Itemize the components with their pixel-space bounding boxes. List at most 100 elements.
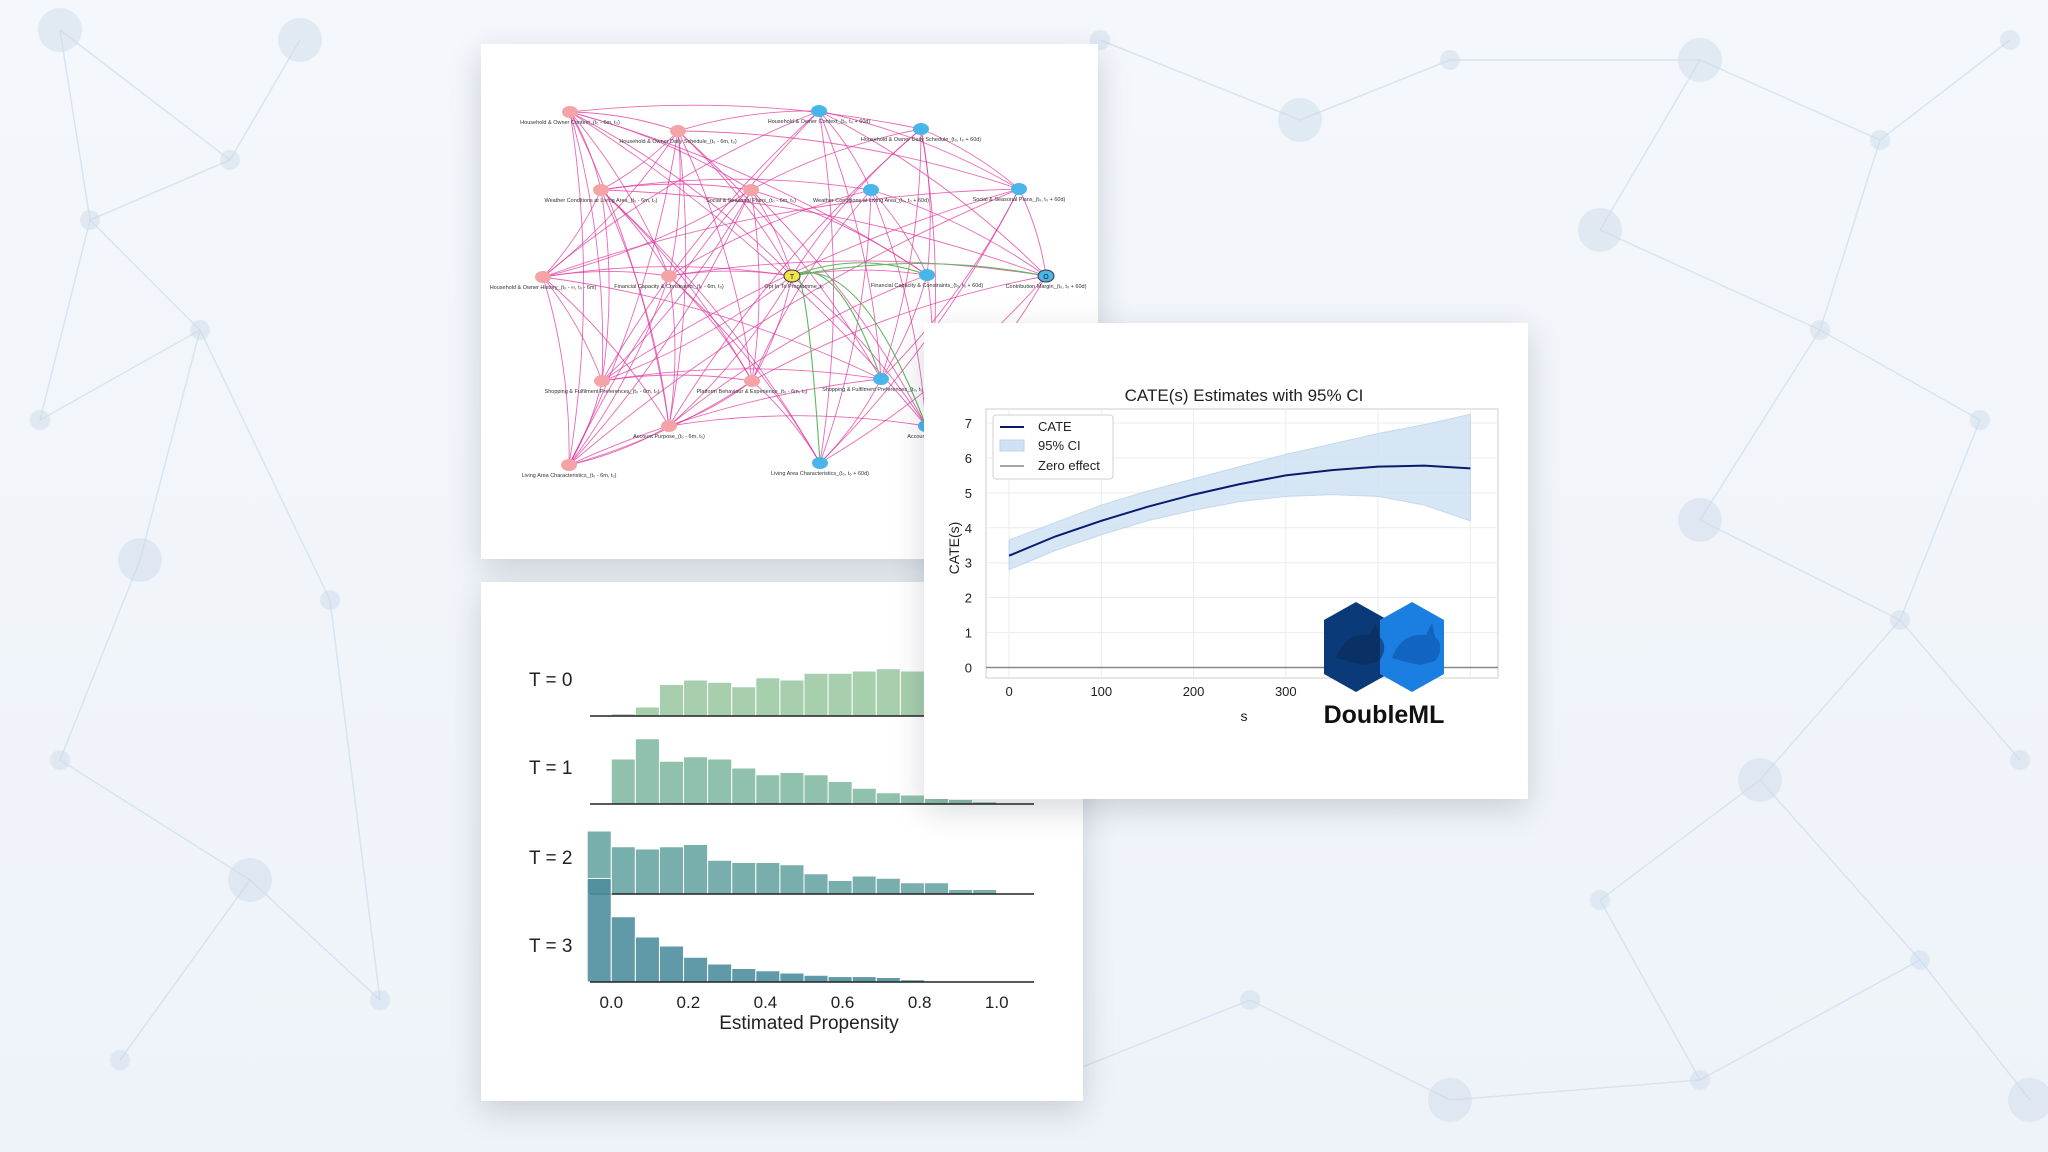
dag-node: Platform Behaviour & Experience_(t₀ - 6m… [697, 375, 808, 395]
dag-edge [677, 130, 882, 380]
hist-bar [634, 936, 660, 983]
hist-bar [779, 679, 805, 717]
network-node [80, 210, 100, 230]
dag-node: Household & Owner History_(t₀ - ∞, t₀ - … [490, 271, 596, 291]
hist-x-tick-label: 0.0 [599, 993, 623, 1012]
dag-node-label: Account Purpose_(t₀ - 6m, t₀) [633, 434, 705, 440]
dag-edge [569, 111, 602, 191]
dag-edge [568, 110, 820, 466]
dag-edge [750, 189, 927, 427]
dag-edge [818, 110, 835, 464]
hist-row-label: T = 2 [529, 848, 572, 869]
dag-edge [818, 110, 1020, 190]
hist-bar [803, 774, 829, 805]
hist-bar [707, 963, 733, 983]
dag-edge [542, 276, 603, 382]
dag-edge [600, 189, 1047, 277]
dag-node: Weather Conditions at Living Area_(t₀ - … [545, 184, 658, 204]
dag-node-label: Shopping & Fulfilment Preferences_(t₀, t… [822, 387, 940, 393]
network-node [30, 410, 50, 430]
dag-node-label: Living Area Characteristics_(t₀ - 6m, t₀… [521, 473, 616, 479]
dag-edge [677, 110, 820, 132]
dag-node-label: Household & Owner Context_(t₀, t₀ + 60d) [768, 119, 871, 125]
hist-bar [827, 672, 853, 717]
dag-node-label: Weather Conditions at Living Area_(t₀, t… [813, 198, 929, 204]
dag-node-label: Opt In To Programme_t₀ [764, 284, 823, 290]
dag-edge [750, 189, 793, 277]
network-node [1590, 890, 1610, 910]
hist-bar [707, 681, 733, 717]
network-node [1240, 990, 1260, 1010]
dag-edge [568, 275, 670, 466]
dag-edge [601, 368, 882, 382]
causal-dag: Household & Owner Context_(t₀ - 6m, t₀) H… [490, 104, 1087, 479]
hist-bar [658, 846, 685, 895]
hist-bar [875, 877, 901, 895]
dag-edge [870, 189, 928, 276]
dag-edge [542, 189, 602, 278]
dag-node: Shopping & Fulfilment Preferences_(t₀ - … [545, 375, 660, 395]
hist-x-tick-label: 0.8 [908, 993, 932, 1012]
y-tick-label: 1 [965, 626, 972, 641]
dag-edge [818, 110, 872, 191]
dag-treatment-edge [791, 272, 821, 464]
dag-node: Shopping & Fulfilment Preferences_(t₀, t… [822, 373, 940, 393]
dag-edge [569, 111, 670, 277]
hist-bar [658, 684, 685, 717]
dag-edge [568, 189, 752, 466]
ci-band [1008, 413, 1471, 571]
dag-edge [677, 130, 793, 277]
dag-node-label: Financial Capacity & Constraints_(t₀, t₀… [871, 283, 983, 289]
dag-edge [568, 380, 603, 466]
cate-title: CATE(s) Estimates with 95% CI [1125, 386, 1364, 405]
hist-bar [707, 859, 733, 895]
dag-edge [569, 111, 679, 132]
hist-row-label: T = 3 [529, 936, 572, 957]
network-node [1678, 498, 1722, 542]
dag-edge [677, 130, 753, 382]
hist-bar [731, 686, 757, 717]
network-node [118, 538, 162, 582]
network-node [1678, 38, 1722, 82]
hist-bar [803, 974, 829, 983]
dag-edge [791, 269, 928, 277]
dag-node: Living Area Characteristics_(t₀ - 6m, t₀… [521, 459, 617, 479]
hist-bar [779, 772, 805, 805]
dag-node-label: Contribution Margin_(t₀, t₀ + 60d) [1006, 284, 1087, 290]
rhino-icon [1336, 623, 1441, 665]
network-node [2000, 30, 2020, 50]
dag-edge [870, 189, 1047, 277]
dag-edge [920, 128, 1020, 190]
dag-edge [668, 189, 872, 277]
x-tick-label: 300 [1275, 684, 1297, 699]
y-tick-label: 2 [965, 591, 972, 606]
hist-bar [683, 956, 709, 983]
hist-row: T = 1 [529, 738, 1034, 805]
hist-bar [755, 774, 781, 805]
network-node [1690, 1070, 1710, 1090]
dag-edge [668, 260, 1047, 277]
dag-edge [668, 380, 753, 427]
dag-edge [751, 275, 1047, 382]
dag-edge [751, 380, 821, 464]
hist-bar [779, 864, 805, 895]
network-node [2010, 750, 2030, 770]
dag-edge [750, 189, 760, 382]
y-tick-label: 5 [965, 486, 972, 501]
hist-row-label: T = 1 [529, 758, 572, 779]
hist-bar [586, 878, 612, 983]
dag-edge [569, 111, 793, 277]
dag-edge [600, 130, 679, 191]
dag-node: T Opt In To Programme_t₀ [764, 269, 824, 290]
dag-treatment-edge [791, 262, 1047, 277]
hist-bar [923, 882, 950, 895]
dag-node-marker: O [1043, 274, 1049, 281]
hist-bar [755, 970, 781, 983]
cate-xlabel: s [1241, 708, 1248, 724]
network-node [2008, 1078, 2048, 1122]
dag-edge [668, 415, 927, 427]
y-tick-label: 4 [965, 521, 972, 536]
cate-line [1008, 464, 1471, 557]
hist-bar [731, 767, 757, 805]
